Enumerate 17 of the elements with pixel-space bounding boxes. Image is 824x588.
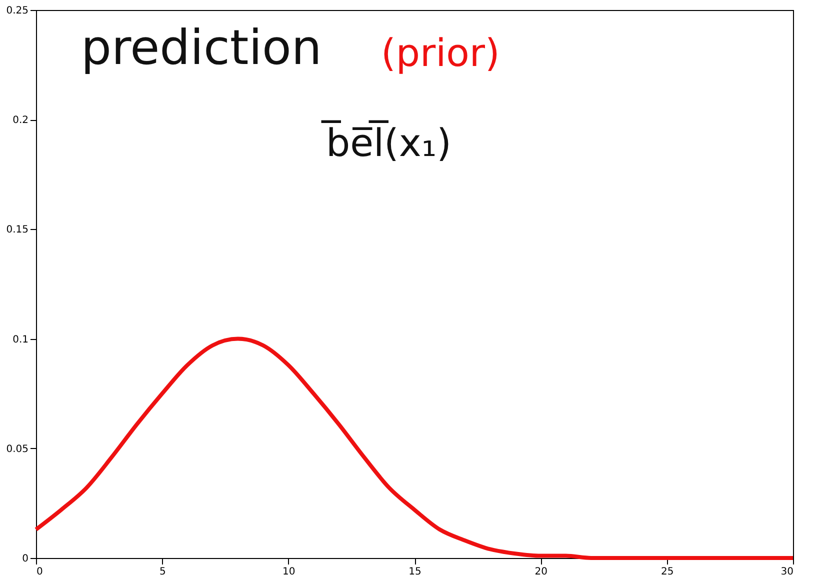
x-tick-label: 30 <box>780 566 794 578</box>
x-tick-label: 25 <box>660 566 674 578</box>
y-tick-label: 0 <box>22 554 28 564</box>
x-tick-label: 10 <box>282 566 296 578</box>
x-tick-label: 20 <box>534 566 548 578</box>
line-series <box>34 336 795 560</box>
y-tick-label: 0.1 <box>12 334 28 346</box>
x-tick-label: 15 <box>408 566 422 578</box>
y-tick-label: 0.2 <box>12 115 28 126</box>
annotation: b̅e̅l̅(x₁) <box>320 120 452 165</box>
y-tick-label: 0.15 <box>6 224 28 236</box>
y-tick-label: 0.05 <box>6 444 28 455</box>
annotation: prediction <box>81 20 322 76</box>
y-tick-label: 0.25 <box>6 6 28 16</box>
annotation: (prior) <box>381 31 500 75</box>
x-tick-label: 0 <box>36 566 43 578</box>
x-tick-label: 5 <box>159 566 166 578</box>
